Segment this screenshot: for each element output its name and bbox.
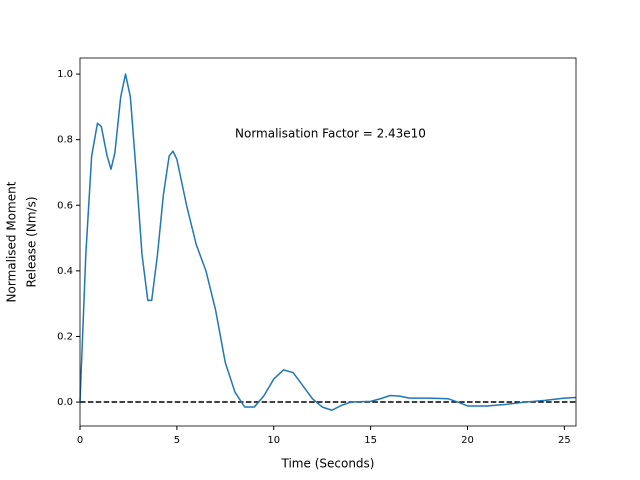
y-tick-label: 1.0 (57, 69, 73, 80)
y-axis-label: Normalised Moment (5, 181, 19, 302)
x-tick-label: 15 (364, 435, 377, 446)
y-tick-label: 0.6 (57, 200, 73, 211)
y-tick-label: 0.8 (57, 135, 73, 146)
y-tick-label: 0.4 (57, 266, 73, 277)
y-axis-label: Release (Nm/s) (25, 196, 39, 287)
x-tick-label: 25 (558, 435, 571, 446)
x-tick-label: 0 (77, 435, 83, 446)
y-tick-label: 0.2 (57, 331, 73, 342)
plot-frame (79, 57, 577, 427)
x-tick-label: 10 (267, 435, 280, 446)
x-tick-label: 20 (461, 435, 474, 446)
x-axis-label: Time (Seconds) (281, 457, 375, 471)
line (79, 73, 577, 412)
annotation: Normalisation Factor = 2.43e10 (235, 127, 426, 141)
y-tick-label: 0.0 (57, 397, 73, 408)
x-tick-label: 5 (174, 435, 180, 446)
